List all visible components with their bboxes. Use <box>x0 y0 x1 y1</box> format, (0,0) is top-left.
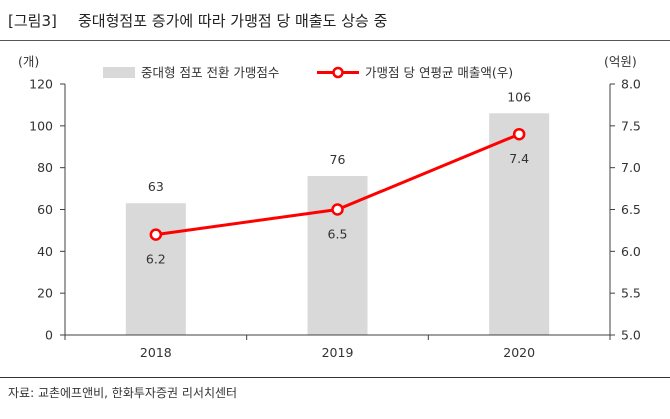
figure-title: 중대형점포 증가에 따라 가맹점 당 매출도 상승 중 <box>78 12 388 30</box>
line-value-label: 6.2 <box>146 252 166 267</box>
legend-item-bar: 중대형 점포 전환 가맹점수 <box>103 65 279 80</box>
x-axis-tick-label: 2020 <box>503 345 535 360</box>
right-axis-tick-label: 5.5 <box>621 286 641 301</box>
x-axis-tick-label: 2018 <box>140 345 172 360</box>
left-axis-tick-label: 100 <box>29 118 53 133</box>
right-axis-tick-label: 7.0 <box>621 160 641 175</box>
figure-number: [그림3] <box>8 12 57 30</box>
line-point-2019 <box>331 203 344 216</box>
right-axis-tick-label: 7.5 <box>621 118 641 133</box>
right-axis-tick-label: 8.0 <box>621 77 641 92</box>
source-divider <box>0 377 670 378</box>
line-point-2018 <box>149 228 163 241</box>
legend-bar-swatch <box>103 67 135 78</box>
bar-value-label: 63 <box>148 179 164 194</box>
left-axis-tick-label: 120 <box>29 77 53 92</box>
bar-2020 <box>489 113 550 336</box>
left-axis-tick-label: 40 <box>37 244 53 259</box>
line-series: 6.2 6.5 7.4 <box>146 127 529 267</box>
x-axis-tick-label: 2019 <box>322 345 354 360</box>
bar-series: 63 76 106 <box>125 89 550 336</box>
legend-line-marker <box>332 66 344 79</box>
title-divider <box>0 40 670 41</box>
line-value-label: 7.4 <box>509 151 529 166</box>
legend-line-label: 가맹점 당 연평균 매출액(우) <box>365 65 513 80</box>
source-note: 자료: 교촌에프앤비, 한화투자증권 리서치센터 <box>8 386 238 400</box>
legend-bar-label: 중대형 점포 전환 가맹점수 <box>141 65 279 80</box>
right-axis-tick-label: 5.0 <box>621 328 641 343</box>
bar-value-label: 76 <box>330 152 346 167</box>
right-axis-tick-label: 6.0 <box>621 244 641 259</box>
right-axis-unit: (억원) <box>604 54 637 69</box>
left-axis-tick-label: 60 <box>37 202 53 217</box>
right-axis-tick-label: 6.5 <box>621 202 641 217</box>
line-point-2020 <box>512 127 526 141</box>
bar-value-label: 106 <box>507 89 531 104</box>
bar-2018 <box>125 203 186 335</box>
line-value-label: 6.5 <box>328 227 348 242</box>
left-axis-tick-label: 0 <box>45 328 53 343</box>
legend: 중대형 점포 전환 가맹점수 가맹점 당 연평균 매출액(우) <box>103 65 513 80</box>
left-axis-tick-label: 80 <box>37 160 53 175</box>
left-axis-tick-label: 20 <box>37 286 53 301</box>
left-axis-unit: (개) <box>18 54 39 69</box>
legend-item-line: 가맹점 당 연평균 매출액(우) <box>317 65 513 80</box>
